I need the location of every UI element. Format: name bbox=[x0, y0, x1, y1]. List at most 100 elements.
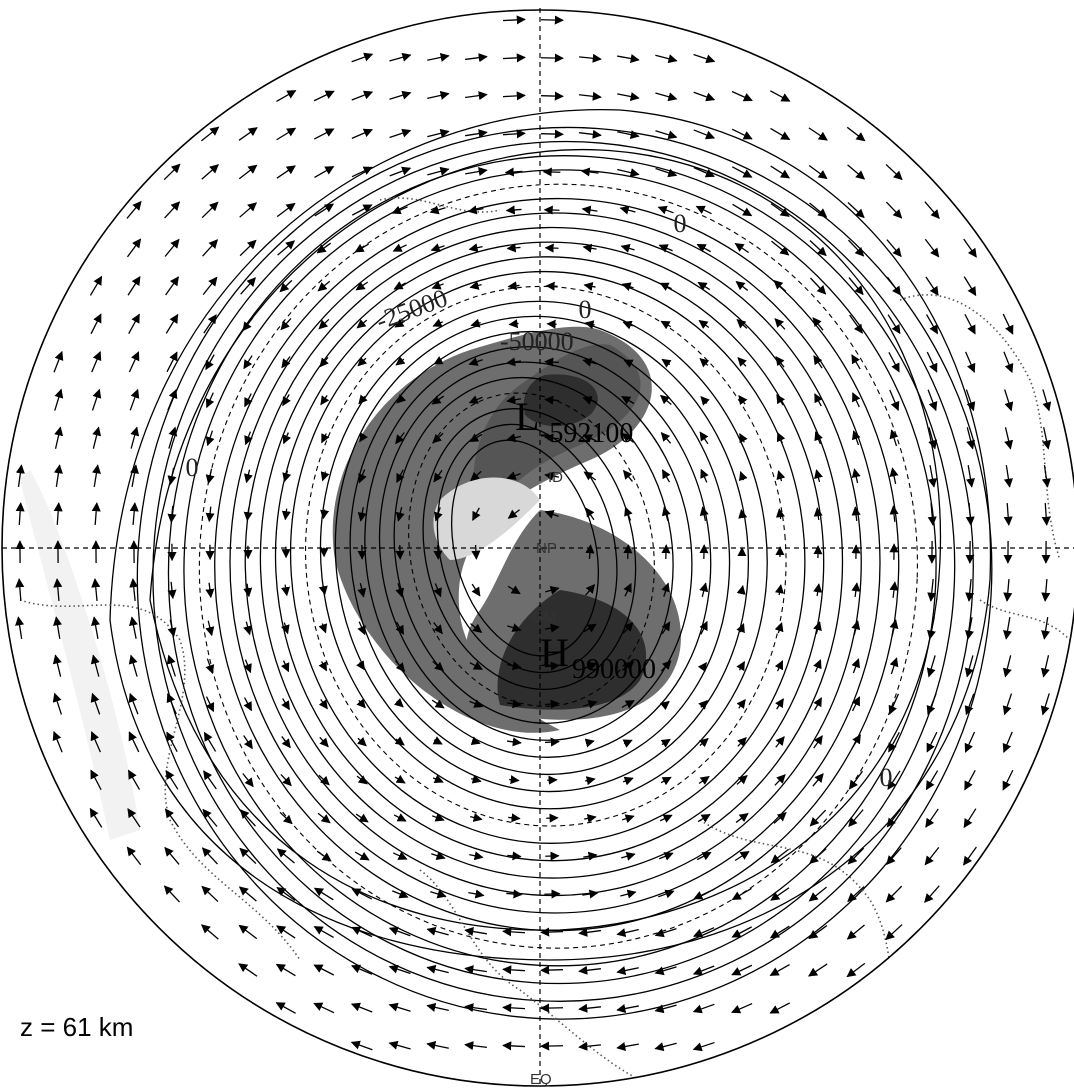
wind-arrow bbox=[313, 1002, 335, 1014]
wind-arrow bbox=[734, 242, 750, 254]
wind-arrow bbox=[540, 1041, 564, 1051]
wind-arrow bbox=[502, 15, 526, 25]
wind-arrow bbox=[313, 128, 335, 140]
wind-arrow bbox=[201, 885, 219, 903]
wind-arrow bbox=[506, 699, 522, 709]
wind-arrow bbox=[847, 202, 865, 219]
wind-arrow bbox=[243, 583, 253, 598]
wind-arrow bbox=[544, 471, 560, 481]
wind-arrow bbox=[731, 926, 753, 938]
wind-arrow bbox=[770, 165, 791, 179]
wind-arrow bbox=[813, 621, 822, 635]
wind-arrow bbox=[580, 167, 599, 177]
wind-arrow bbox=[167, 581, 177, 600]
wind-arrow bbox=[617, 130, 640, 140]
wind-arrow bbox=[1002, 655, 1012, 678]
wind-arrow bbox=[280, 622, 290, 635]
wind-arrow bbox=[282, 432, 292, 445]
wind-arrow bbox=[544, 623, 560, 633]
map-label: GM bbox=[532, 609, 556, 626]
wind-arrow bbox=[354, 851, 370, 861]
wind-arrow bbox=[924, 846, 940, 866]
wind-arrow bbox=[693, 129, 716, 140]
contour-line bbox=[422, 408, 637, 691]
wind-arrow bbox=[622, 469, 633, 482]
wind-arrow bbox=[770, 203, 790, 217]
wind-arrow bbox=[243, 469, 253, 484]
wind-arrow bbox=[889, 467, 899, 484]
wind-arrow bbox=[164, 808, 180, 828]
wind-arrow bbox=[808, 925, 828, 939]
wind-arrow bbox=[15, 578, 25, 602]
wind-arrow bbox=[469, 280, 482, 290]
wind-arrow bbox=[508, 319, 519, 329]
wind-arrow bbox=[544, 243, 559, 253]
wind-arrow bbox=[813, 583, 823, 597]
light-shade bbox=[20, 470, 140, 840]
wind-arrow bbox=[205, 582, 215, 599]
wind-arrow bbox=[617, 54, 640, 63]
wind-arrow bbox=[89, 275, 103, 296]
wind-arrow bbox=[163, 163, 181, 181]
wind-arrow bbox=[469, 433, 483, 443]
wind-arrow bbox=[847, 164, 866, 180]
wind-arrow bbox=[244, 431, 253, 446]
wind-arrow bbox=[356, 319, 368, 329]
wind-arrow bbox=[15, 616, 25, 639]
wind-arrow bbox=[655, 130, 678, 140]
wind-arrow bbox=[313, 90, 335, 102]
wind-arrow bbox=[699, 620, 708, 635]
wind-arrow bbox=[350, 1040, 373, 1051]
wind-arrow bbox=[658, 244, 673, 253]
wind-arrow bbox=[358, 394, 368, 405]
wind-arrow bbox=[774, 318, 786, 330]
wind-arrow bbox=[769, 925, 790, 939]
wind-arrow bbox=[394, 697, 404, 708]
wind-arrow bbox=[427, 52, 450, 62]
wind-arrow bbox=[506, 243, 521, 253]
wind-arrow bbox=[205, 620, 215, 637]
wind-arrow bbox=[578, 965, 602, 975]
wind-arrow bbox=[851, 620, 861, 636]
wind-arrow bbox=[583, 700, 598, 709]
wind-arrow bbox=[692, 965, 715, 976]
wind-arrow bbox=[318, 661, 328, 672]
wind-arrow bbox=[280, 773, 292, 787]
wind-arrow bbox=[276, 886, 296, 902]
wind-arrow bbox=[313, 964, 335, 976]
wind-arrow bbox=[15, 464, 25, 487]
wind-arrow bbox=[282, 470, 292, 483]
wind-arrow bbox=[888, 693, 900, 715]
wind-arrow bbox=[431, 280, 444, 290]
wind-arrow bbox=[698, 737, 709, 748]
wind-arrow bbox=[1004, 427, 1014, 450]
wind-arrow bbox=[578, 927, 601, 937]
wind-arrow bbox=[654, 966, 677, 976]
wind-arrow bbox=[92, 426, 102, 449]
wind-arrow bbox=[389, 90, 412, 100]
wind-arrow bbox=[616, 1042, 639, 1051]
wind-arrow bbox=[127, 769, 141, 790]
wind-arrow bbox=[433, 356, 444, 365]
contour-line bbox=[289, 270, 806, 844]
wind-arrow bbox=[357, 583, 367, 598]
wind-arrow bbox=[700, 395, 710, 406]
wind-arrow bbox=[964, 313, 976, 335]
wind-arrow bbox=[814, 393, 823, 407]
wind-arrow bbox=[545, 281, 558, 291]
contour-label: 0 bbox=[186, 453, 199, 482]
wind-arrow bbox=[623, 582, 632, 597]
wind-arrow bbox=[167, 505, 177, 524]
wind-arrow bbox=[509, 775, 520, 785]
wind-arrow bbox=[53, 350, 64, 373]
wind-arrow bbox=[654, 1042, 677, 1052]
wind-arrow bbox=[738, 395, 748, 406]
wind-arrow bbox=[356, 660, 365, 671]
wind-arrow bbox=[389, 166, 412, 177]
wind-arrow bbox=[1003, 617, 1013, 640]
wind-arrow bbox=[584, 738, 595, 748]
wind-arrow bbox=[775, 698, 784, 710]
wind-arrow bbox=[128, 351, 140, 373]
wind-arrow bbox=[356, 698, 366, 709]
wind-arrow bbox=[660, 320, 672, 330]
